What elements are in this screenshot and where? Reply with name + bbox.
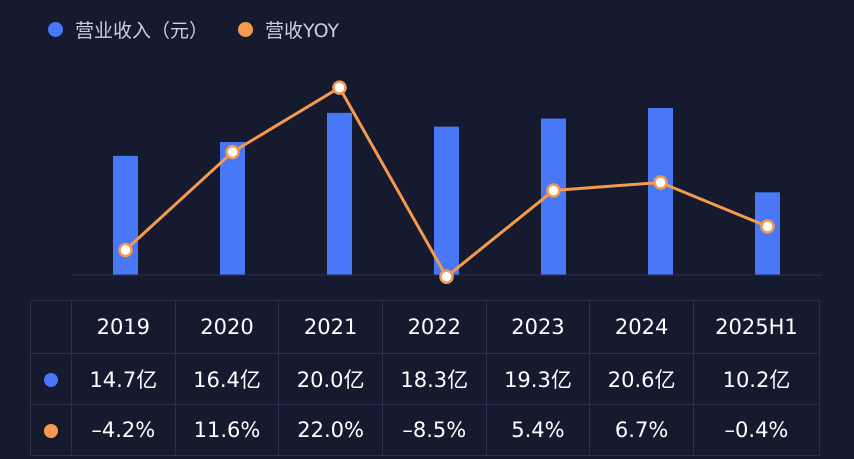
year-header: 2022 (381, 300, 487, 354)
revenue-bar (327, 112, 352, 275)
revenue-cell: 10.2亿 (692, 353, 821, 405)
year-header: 2023 (485, 300, 591, 354)
yoy-point (546, 183, 561, 198)
revenue-bar (434, 126, 459, 275)
revenue-legend-dot-icon (48, 21, 63, 37)
yoy-point (225, 144, 240, 160)
revenue-cell: 14.7亿 (71, 353, 176, 405)
year-header: 2024 (589, 300, 694, 354)
revenue-cell: 20.6亿 (589, 353, 694, 405)
yoy-point (118, 242, 133, 258)
year-header: 2021 (278, 300, 383, 354)
table-row-yoy: –4.2% 11.6% 22.0% –8.5% 5.4% 6.7% –0.4% (30, 404, 821, 456)
revenue-cell: 20.0亿 (278, 353, 383, 405)
yoy-dot-icon (44, 424, 58, 438)
yoy-point (760, 219, 775, 234)
revenue-cell: 19.3亿 (485, 353, 591, 405)
revenue-cell: 18.3亿 (381, 353, 487, 405)
legend-label-revenue: 营业收入（元） (75, 19, 209, 42)
revenue-dot-icon (44, 373, 58, 387)
combo-chart (72, 80, 822, 284)
yoy-legend-dot-icon (238, 21, 254, 37)
yoy-cell: 5.4% (485, 404, 591, 456)
yoy-point (332, 80, 347, 95)
legend-label-yoy: 营收YOY (265, 19, 340, 42)
chart-legend: 营业收入（元） 营收YOY (48, 14, 339, 44)
revenue-bars (113, 108, 780, 275)
data-table: 2019 2020 2021 2022 2023 2024 2025H1 14.… (30, 300, 821, 456)
yoy-cell: –4.2% (71, 404, 176, 456)
revenue-row-marker (30, 353, 72, 405)
table-header-row: 2019 2020 2021 2022 2023 2024 2025H1 (30, 300, 821, 354)
yoy-row-marker (30, 404, 72, 456)
revenue-bar (648, 108, 673, 275)
legend-item-revenue: 营业收入（元） (48, 16, 208, 43)
table-row-revenue: 14.7亿 16.4亿 20.0亿 18.3亿 19.3亿 20.6亿 10.2… (30, 353, 821, 405)
year-header: 2025H1 (692, 300, 821, 354)
legend-item-yoy: 营收YOY (238, 16, 339, 43)
year-header: 2019 (71, 300, 176, 354)
yoy-cell: 11.6% (174, 404, 280, 456)
year-header: 2020 (174, 300, 280, 354)
yoy-cell: –8.5% (381, 404, 487, 456)
yoy-point (439, 269, 454, 284)
revenue-bar (220, 142, 245, 275)
yoy-cell: –0.4% (692, 404, 821, 456)
yoy-cell: 22.0% (278, 404, 383, 456)
yoy-point (653, 175, 668, 190)
yoy-points (118, 80, 775, 284)
revenue-cell: 16.4亿 (174, 353, 280, 405)
table-corner-cell (30, 300, 72, 354)
yoy-cell: 6.7% (589, 404, 694, 456)
